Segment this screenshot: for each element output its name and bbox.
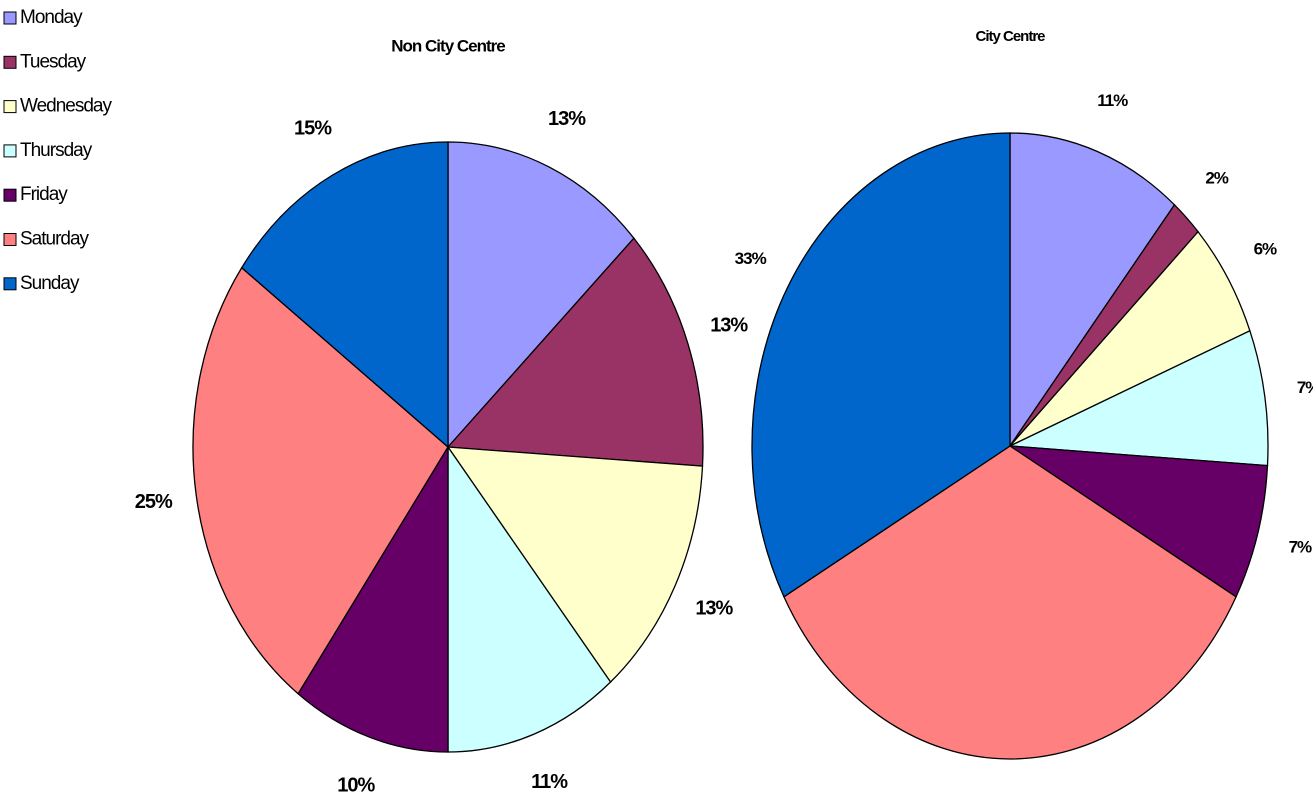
data-label: 10% — [337, 775, 375, 796]
legend-label: Wednesday — [20, 96, 112, 117]
data-label: 6% — [1254, 239, 1277, 258]
chart-title: Non City Centre — [391, 36, 505, 55]
data-label: 33% — [735, 249, 767, 268]
legend-swatch — [3, 100, 17, 114]
data-label: 11% — [1097, 91, 1128, 110]
legend-label: Sunday — [20, 273, 80, 294]
pie-slice — [240, 141, 449, 449]
legend-swatch — [3, 144, 17, 158]
data-label: 2% — [1205, 169, 1228, 188]
legend-swatch — [3, 277, 17, 291]
legend-label: Saturday — [20, 229, 90, 250]
data-label: 13% — [710, 314, 748, 336]
legend-swatch — [3, 233, 17, 246]
legend-swatch — [3, 188, 17, 202]
pie-slice — [192, 266, 449, 695]
data-label: 13% — [548, 108, 586, 130]
pie-slice — [751, 132, 1011, 598]
legend-swatch — [3, 11, 17, 25]
data-label: 11% — [531, 771, 568, 793]
data-label: 13% — [695, 597, 733, 619]
chart-title: City Centre — [975, 28, 1045, 45]
legend-label: Monday — [20, 7, 83, 28]
legend-label: Tuesday — [20, 51, 87, 72]
legend-label: Friday — [20, 184, 68, 205]
pie-slice — [446, 237, 704, 467]
pie-slice — [1007, 445, 1269, 598]
legend-label: Thursday — [20, 140, 93, 161]
data-label: 7% — [1289, 538, 1312, 557]
data-label: 25% — [135, 491, 173, 513]
pie-slice — [297, 444, 449, 753]
pie-slice — [1009, 230, 1251, 447]
data-label: 7% — [1297, 378, 1313, 397]
data-label: 15% — [294, 117, 332, 139]
pie-slice — [783, 445, 1237, 760]
pie-slice — [1009, 132, 1176, 449]
legend-swatch — [3, 55, 17, 69]
pie-slice — [446, 446, 704, 684]
pie-slice — [447, 444, 612, 753]
pie-slice — [447, 141, 635, 449]
pie-slice — [1007, 329, 1269, 467]
